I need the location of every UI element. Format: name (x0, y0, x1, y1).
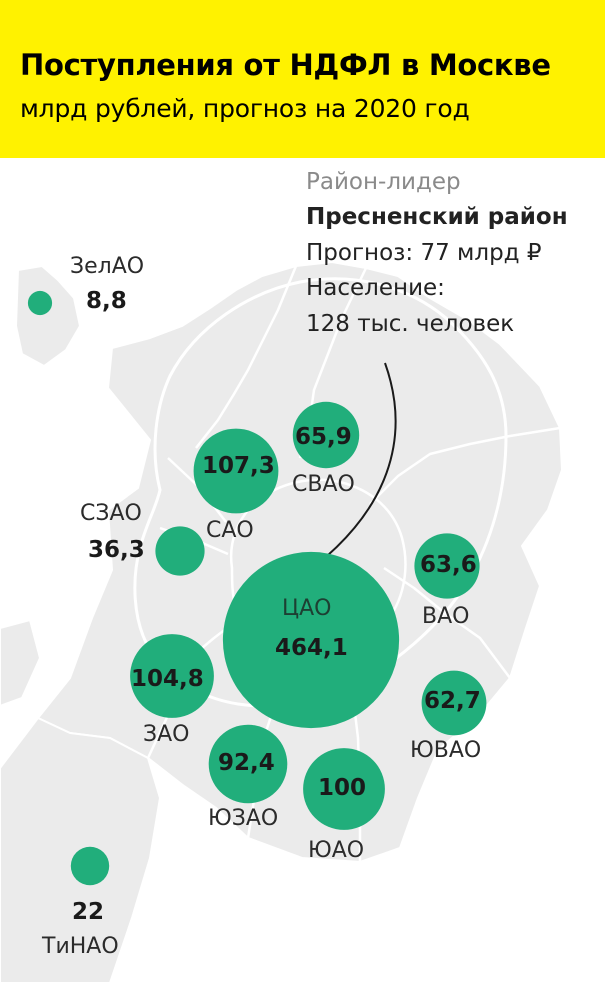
district-value-yuvao: 62,7 (424, 688, 481, 714)
bubble-szao (155, 526, 205, 576)
district-value-svao: 65,9 (295, 424, 352, 450)
district-name-vao: ВАО (422, 604, 470, 629)
bubble-yuzao (208, 724, 288, 804)
moscow-map: Район-лидер Пресненский район Прогноз: 7… (0, 158, 605, 983)
district-name-sao: САО (206, 518, 254, 543)
district-value-yuao: 100 (318, 775, 367, 801)
leader-district-name: Пресненский район (306, 204, 568, 230)
district-name-zao: ЗАО (143, 722, 190, 747)
district-value-yuzao: 92,4 (218, 750, 275, 776)
district-name-tinao: ТиНАО (42, 934, 119, 959)
leader-population-label: Население: (306, 275, 445, 301)
left-edge-region (0, 619, 41, 707)
district-name-zelao: ЗелАО (70, 254, 145, 279)
leader-forecast: Прогноз: 77 млрд ₽ (306, 240, 542, 266)
leader-population-value: 128 тыс. человек (306, 311, 515, 337)
bubble-tinao (70, 846, 110, 886)
district-bubbles (27, 290, 487, 886)
district-value-zelao: 8,8 (86, 288, 127, 314)
bubble-yuvao (421, 670, 487, 736)
district-value-cao: 464,1 (275, 635, 348, 661)
district-name-cao: ЦАО (282, 596, 332, 621)
bubble-vao (414, 533, 480, 599)
zelao-region (15, 265, 81, 367)
district-value-vao: 63,6 (420, 552, 477, 578)
district-name-svao: СВАО (292, 472, 355, 497)
district-value-sao: 107,3 (202, 453, 275, 479)
chart-subtitle: млрд рублей, прогноз на 2020 год (20, 94, 470, 123)
district-name-szao: СЗАО (80, 501, 142, 526)
map-canvas (0, 261, 563, 983)
district-value-szao: 36,3 (88, 537, 145, 563)
district-name-yuvao: ЮВАО (410, 738, 482, 763)
bubble-zao (130, 634, 214, 718)
bubble-sao (193, 428, 279, 514)
header-banner: Поступления от НДФЛ в Москве млрд рублей… (0, 0, 605, 158)
leader-caption: Район-лидер (306, 169, 461, 195)
bubble-cao (222, 551, 400, 729)
bubble-zelao (27, 290, 53, 316)
district-name-yuao: ЮАО (308, 838, 365, 863)
district-value-tinao: 22 (72, 899, 105, 925)
chart-title: Поступления от НДФЛ в Москве (20, 48, 551, 82)
bubble-svao (292, 401, 360, 469)
bubble-yuao (303, 748, 385, 830)
district-name-yuzao: ЮЗАО (208, 806, 279, 831)
district-value-zao: 104,8 (131, 666, 204, 692)
